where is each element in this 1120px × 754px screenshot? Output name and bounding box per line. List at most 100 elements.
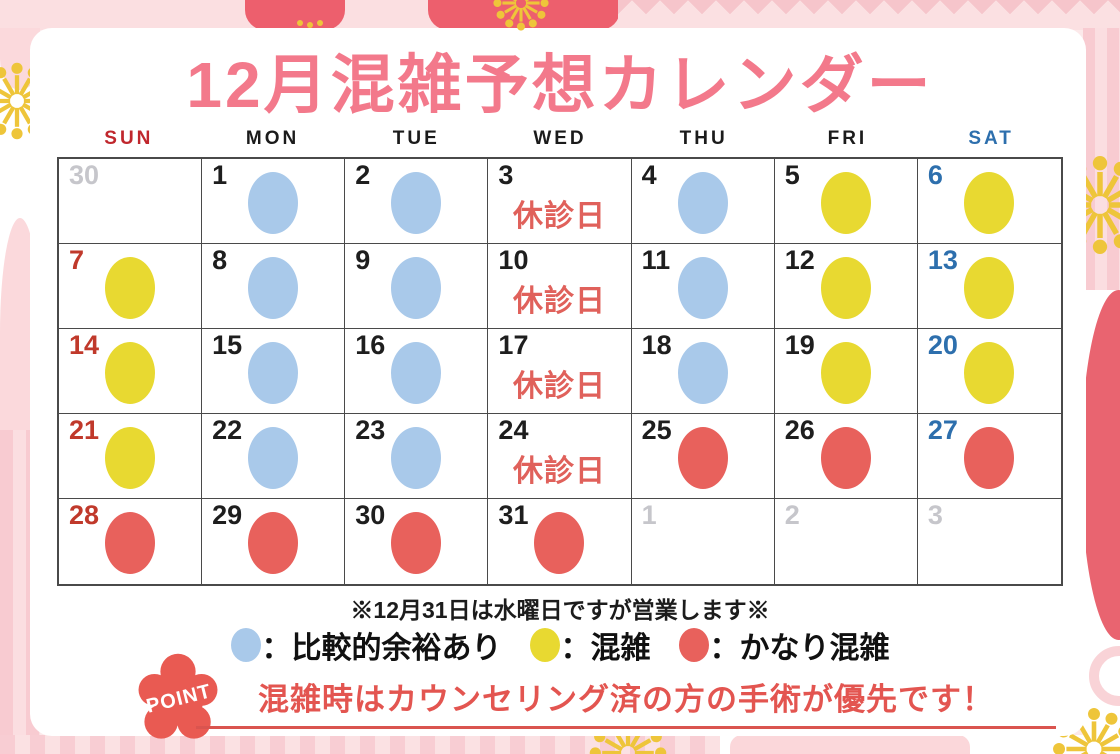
business-note: ※12月31日は水曜日ですが営業します※: [350, 597, 770, 623]
weekday-thu: THU: [679, 128, 728, 149]
status-dot-available: [248, 256, 299, 319]
status-dot-very_busy: [534, 512, 585, 575]
legend-dot-very_busy: [678, 628, 709, 662]
decor-bottom-band: [0, 735, 1120, 754]
date-number: 13: [927, 245, 958, 275]
date-number: 5: [784, 160, 800, 190]
legend-item-available: ：比較的余裕あり: [230, 623, 502, 667]
date-number: 17: [498, 330, 529, 360]
closed-day-label: 休診日: [512, 455, 606, 488]
calendar-cell: 21: [59, 414, 203, 499]
date-number: 8: [212, 245, 228, 275]
calendar-cell: 17 休診日: [488, 329, 632, 414]
calendar-cell: 6: [917, 159, 1061, 244]
zigzag-pattern: [618, 0, 1120, 30]
calendar-cell: 9: [345, 244, 489, 329]
date-number: 18: [641, 330, 672, 360]
status-dot-busy: [105, 256, 156, 319]
date-number: 24: [498, 415, 529, 445]
calendar-cell: 30: [345, 499, 489, 584]
status-dot-busy: [820, 341, 871, 404]
date-number: 23: [355, 415, 386, 445]
weekday-sun: SUN: [104, 128, 154, 149]
point-message: 混雑時はカウンセリング済の方の手術が優先です！: [196, 674, 1056, 729]
calendar-cell: 30: [59, 159, 203, 244]
calendar-cell: 5: [774, 159, 918, 244]
date-number: 10: [498, 245, 529, 275]
legend-dot-busy: [529, 628, 560, 662]
date-number: 26: [784, 415, 815, 445]
status-dot-available: [391, 341, 442, 404]
status-dot-very_busy: [105, 512, 156, 575]
calendar-cell: 11: [631, 244, 775, 329]
date-number: 15: [212, 330, 243, 360]
status-dot-busy: [820, 171, 871, 234]
status-dot-busy: [964, 256, 1015, 319]
legend: ：比較的余裕あり ：混雑 ：かなり混雑: [0, 623, 1120, 667]
date-number: 20: [927, 330, 958, 360]
legend-dot-available: [230, 628, 261, 662]
calendar-cell: 12: [774, 244, 918, 329]
closed-day-label: 休診日: [512, 200, 606, 233]
calendar-cell: 23: [345, 414, 489, 499]
pink-flower-decor: [730, 735, 970, 754]
weekday-wed: WED: [533, 128, 587, 149]
calendar-cell: 3 休診日: [488, 159, 632, 244]
date-number: 1: [641, 500, 657, 530]
closed-day-label: 休診日: [512, 370, 606, 403]
calendar-cell: 20: [917, 329, 1061, 414]
stripe-pattern: [0, 735, 720, 754]
status-dot-available: [677, 341, 728, 404]
calendar-cell: 16: [345, 329, 489, 414]
calendar-cell: 8: [202, 244, 346, 329]
calendar-cell: 26: [774, 414, 918, 499]
date-number: 1: [212, 160, 228, 190]
status-dot-available: [391, 256, 442, 319]
legend-label: ：混雑: [560, 632, 651, 665]
weekday-sat: SAT: [968, 128, 1014, 149]
calendar-cell: 15: [202, 329, 346, 414]
status-dot-very_busy: [820, 426, 871, 489]
status-dot-available: [677, 171, 728, 234]
date-number: 11: [641, 245, 671, 275]
date-number: 28: [69, 500, 100, 530]
status-dot-available: [248, 341, 299, 404]
calendar-cell: 31: [488, 499, 632, 584]
legend-item-very_busy: ：かなり混雑: [678, 623, 890, 667]
plum-blossom-icon: [1081, 290, 1120, 640]
date-number: 2: [355, 160, 371, 190]
date-number: 30: [69, 160, 100, 190]
plum-blossom-icon: [428, 0, 620, 30]
page-title: 12月混雑予想カレンダー: [186, 49, 934, 121]
legend-item-busy: ：混雑: [529, 623, 651, 667]
flower-outline-icon: [1089, 646, 1120, 706]
date-number: 6: [927, 160, 943, 190]
legend-label: ：比較的余裕あり: [261, 632, 502, 665]
date-number: 2: [784, 500, 800, 530]
calendar-cell: 27: [917, 414, 1061, 499]
calendar-cell: 14: [59, 329, 203, 414]
date-number: 14: [69, 330, 100, 360]
calendar-cell: 22: [202, 414, 346, 499]
calendar-cell: 7: [59, 244, 203, 329]
calendar-cell: 3: [918, 499, 1061, 584]
weekday-header-row: SUN MON TUE WED THU FRI SAT: [57, 128, 1063, 150]
calendar-cell: 19: [774, 329, 918, 414]
date-number: 3: [927, 500, 943, 530]
date-number: 9: [355, 245, 371, 275]
stamen-dots-icon: [297, 20, 303, 26]
date-number: 16: [355, 330, 386, 360]
date-number: 31: [498, 500, 529, 530]
date-number: 7: [69, 245, 85, 275]
calendar-cell: 29: [202, 499, 346, 584]
status-dot-very_busy: [677, 426, 728, 489]
status-dot-available: [391, 426, 442, 489]
status-dot-busy: [105, 426, 156, 489]
calendar-cell: 10 休診日: [488, 244, 632, 329]
date-number: 12: [784, 245, 815, 275]
decor-top-band: [0, 0, 1120, 30]
status-dot-available: [677, 256, 728, 319]
calendar-cell: 1: [632, 499, 775, 584]
status-dot-busy: [820, 256, 871, 319]
